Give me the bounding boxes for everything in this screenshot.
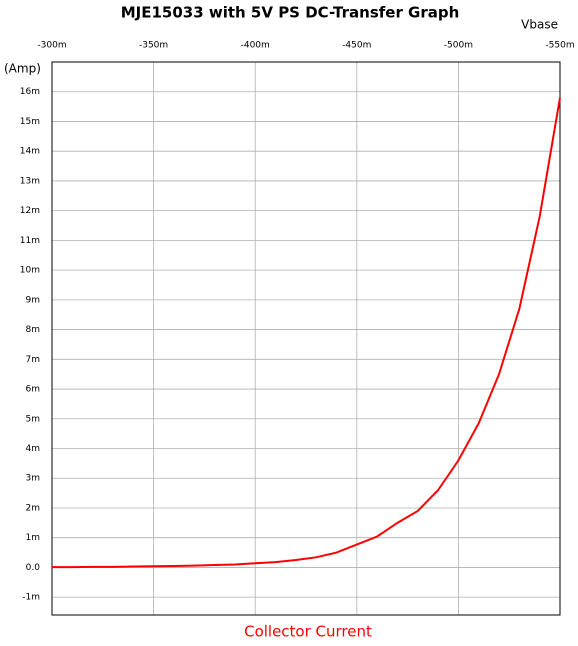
y-axis-label: (Amp) [4,62,41,76]
x-tick-label: -500m [444,41,473,51]
y-tick-label: 11m [20,236,40,246]
chart-title: MJE15033 with 5V PS DC-Transfer Graph [121,4,460,22]
y-tick-label: 3m [26,474,41,484]
y-tick-label: 1m [26,533,41,543]
y-tick-label: 2m [26,503,41,513]
plot-frame [51,61,561,616]
x-tick-label: -300m [37,41,66,51]
y-tick-label: 7m [26,355,41,365]
x-axis-label: Vbase [521,18,558,32]
y-tick-label: 4m [26,444,41,454]
y-tick-label: 16m [20,87,40,97]
legend-entry: Collector Current [244,623,372,641]
data-line [52,97,561,569]
y-tick-label: 15m [20,117,40,127]
y-tick-label: 14m [20,147,40,157]
y-tick-label: 8m [26,325,41,335]
x-tick-label: -400m [241,41,270,51]
y-tick-label: 9m [26,295,41,305]
y-tick-label: -1m [22,593,40,603]
x-tick-label: -350m [139,41,168,51]
y-tick-label: 10m [20,266,40,276]
y-tick-label: 0.0 [26,563,41,573]
y-tick-label: 6m [26,385,41,395]
y-tick-label: 13m [20,176,40,186]
y-tick-label: 5m [26,414,41,424]
x-tick-label: -550m [545,41,574,51]
x-tick-label: -450m [342,41,371,51]
y-tick-label: 12m [20,206,40,216]
